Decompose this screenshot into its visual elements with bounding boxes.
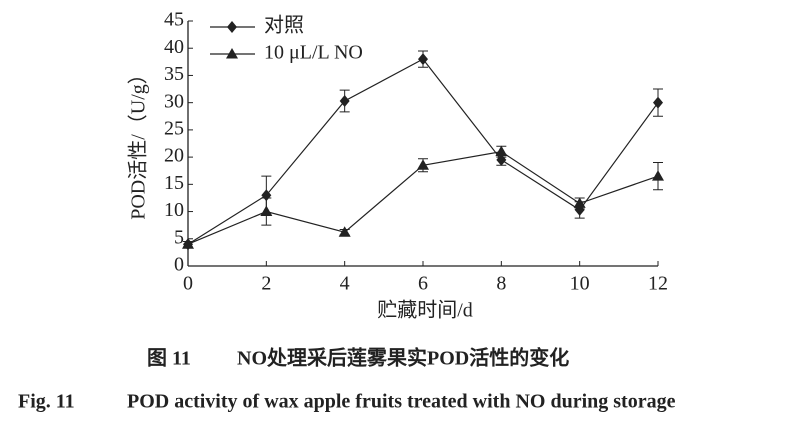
marker <box>339 95 350 108</box>
legend-label: 10 μL/L NO <box>264 42 363 64</box>
caption-text: NO处理采后莲雾果实POD活性的变化 <box>237 346 569 370</box>
marker <box>227 21 237 33</box>
y-tick-label: 40 <box>164 36 184 58</box>
y-tick-label: 10 <box>164 199 184 221</box>
y-tick-label: 25 <box>164 117 184 139</box>
caption-label: 图 11 <box>147 347 191 370</box>
x-tick-label: 8 <box>496 273 506 295</box>
x-tick-label: 4 <box>340 273 350 295</box>
marker <box>573 197 586 208</box>
y-tick-label: 5 <box>174 226 184 248</box>
marker <box>338 226 351 237</box>
x-axis-label: 贮藏时间/d <box>377 299 473 322</box>
x-tick-label: 6 <box>418 273 428 295</box>
marker <box>418 53 428 66</box>
marker <box>182 238 194 249</box>
y-tick-label: 0 <box>174 254 184 276</box>
marker <box>495 145 508 157</box>
x-tick-label: 10 <box>570 273 590 295</box>
x-tick-label: 2 <box>261 273 271 295</box>
y-tick-label: 30 <box>164 90 184 112</box>
marker <box>653 96 663 109</box>
caption-label: Fig. 11 <box>18 391 75 413</box>
y-tick-label: 35 <box>164 63 184 85</box>
x-tick-label: 12 <box>648 273 668 295</box>
y-axis-label: POD活性/（U/g） <box>127 64 150 220</box>
marker <box>226 48 238 59</box>
x-tick-label: 0 <box>183 273 193 295</box>
y-tick-label: 20 <box>164 145 184 167</box>
marker <box>417 159 429 170</box>
legend-label: 对照 <box>264 14 304 37</box>
caption-text: POD activity of wax apple fruits treated… <box>127 391 676 413</box>
y-tick-label: 45 <box>164 9 184 31</box>
marker <box>260 205 273 217</box>
series-line <box>187 58 659 245</box>
y-tick-label: 15 <box>164 172 184 194</box>
marker <box>652 170 664 181</box>
